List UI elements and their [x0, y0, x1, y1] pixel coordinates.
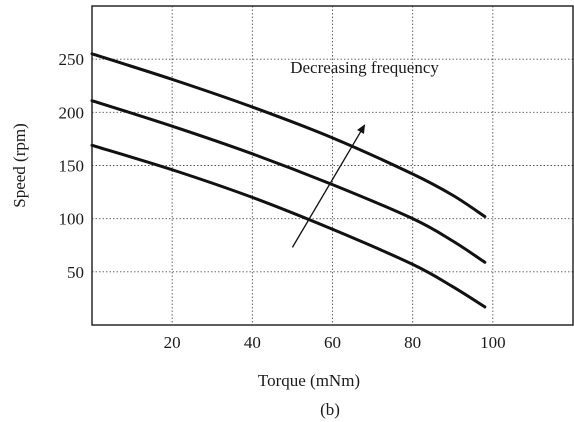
figure-caption: (b) — [320, 400, 340, 419]
y-axis-title: Speed (rpm) — [10, 123, 29, 208]
speed-curve-2 — [90, 99, 487, 264]
x-tick-label: 100 — [480, 333, 506, 352]
x-axis-title: Torque (mNm) — [258, 371, 360, 390]
y-tick-label: 100 — [59, 210, 85, 229]
x-tick-label: 60 — [324, 333, 341, 352]
speed-curve-1 — [90, 52, 487, 219]
x-tick-labels: 20 40 60 80 100 — [164, 333, 506, 352]
annotation-arrow — [291, 124, 366, 248]
y-tick-labels: 50 100 150 200 250 — [59, 50, 85, 282]
x-tick-label: 20 — [164, 333, 181, 352]
y-tick-label: 150 — [59, 157, 85, 176]
x-tick-label: 80 — [404, 333, 421, 352]
y-tick-label: 50 — [67, 263, 84, 282]
grid-lines — [92, 6, 573, 325]
plot-frame — [91, 5, 574, 326]
x-tick-label: 40 — [244, 333, 261, 352]
y-tick-label: 250 — [59, 50, 85, 69]
annotation-decreasing-frequency: Decreasing frequency — [290, 58, 439, 77]
speed-curves — [90, 52, 487, 309]
y-tick-label: 200 — [59, 103, 85, 122]
speed-curve-3 — [90, 143, 487, 309]
